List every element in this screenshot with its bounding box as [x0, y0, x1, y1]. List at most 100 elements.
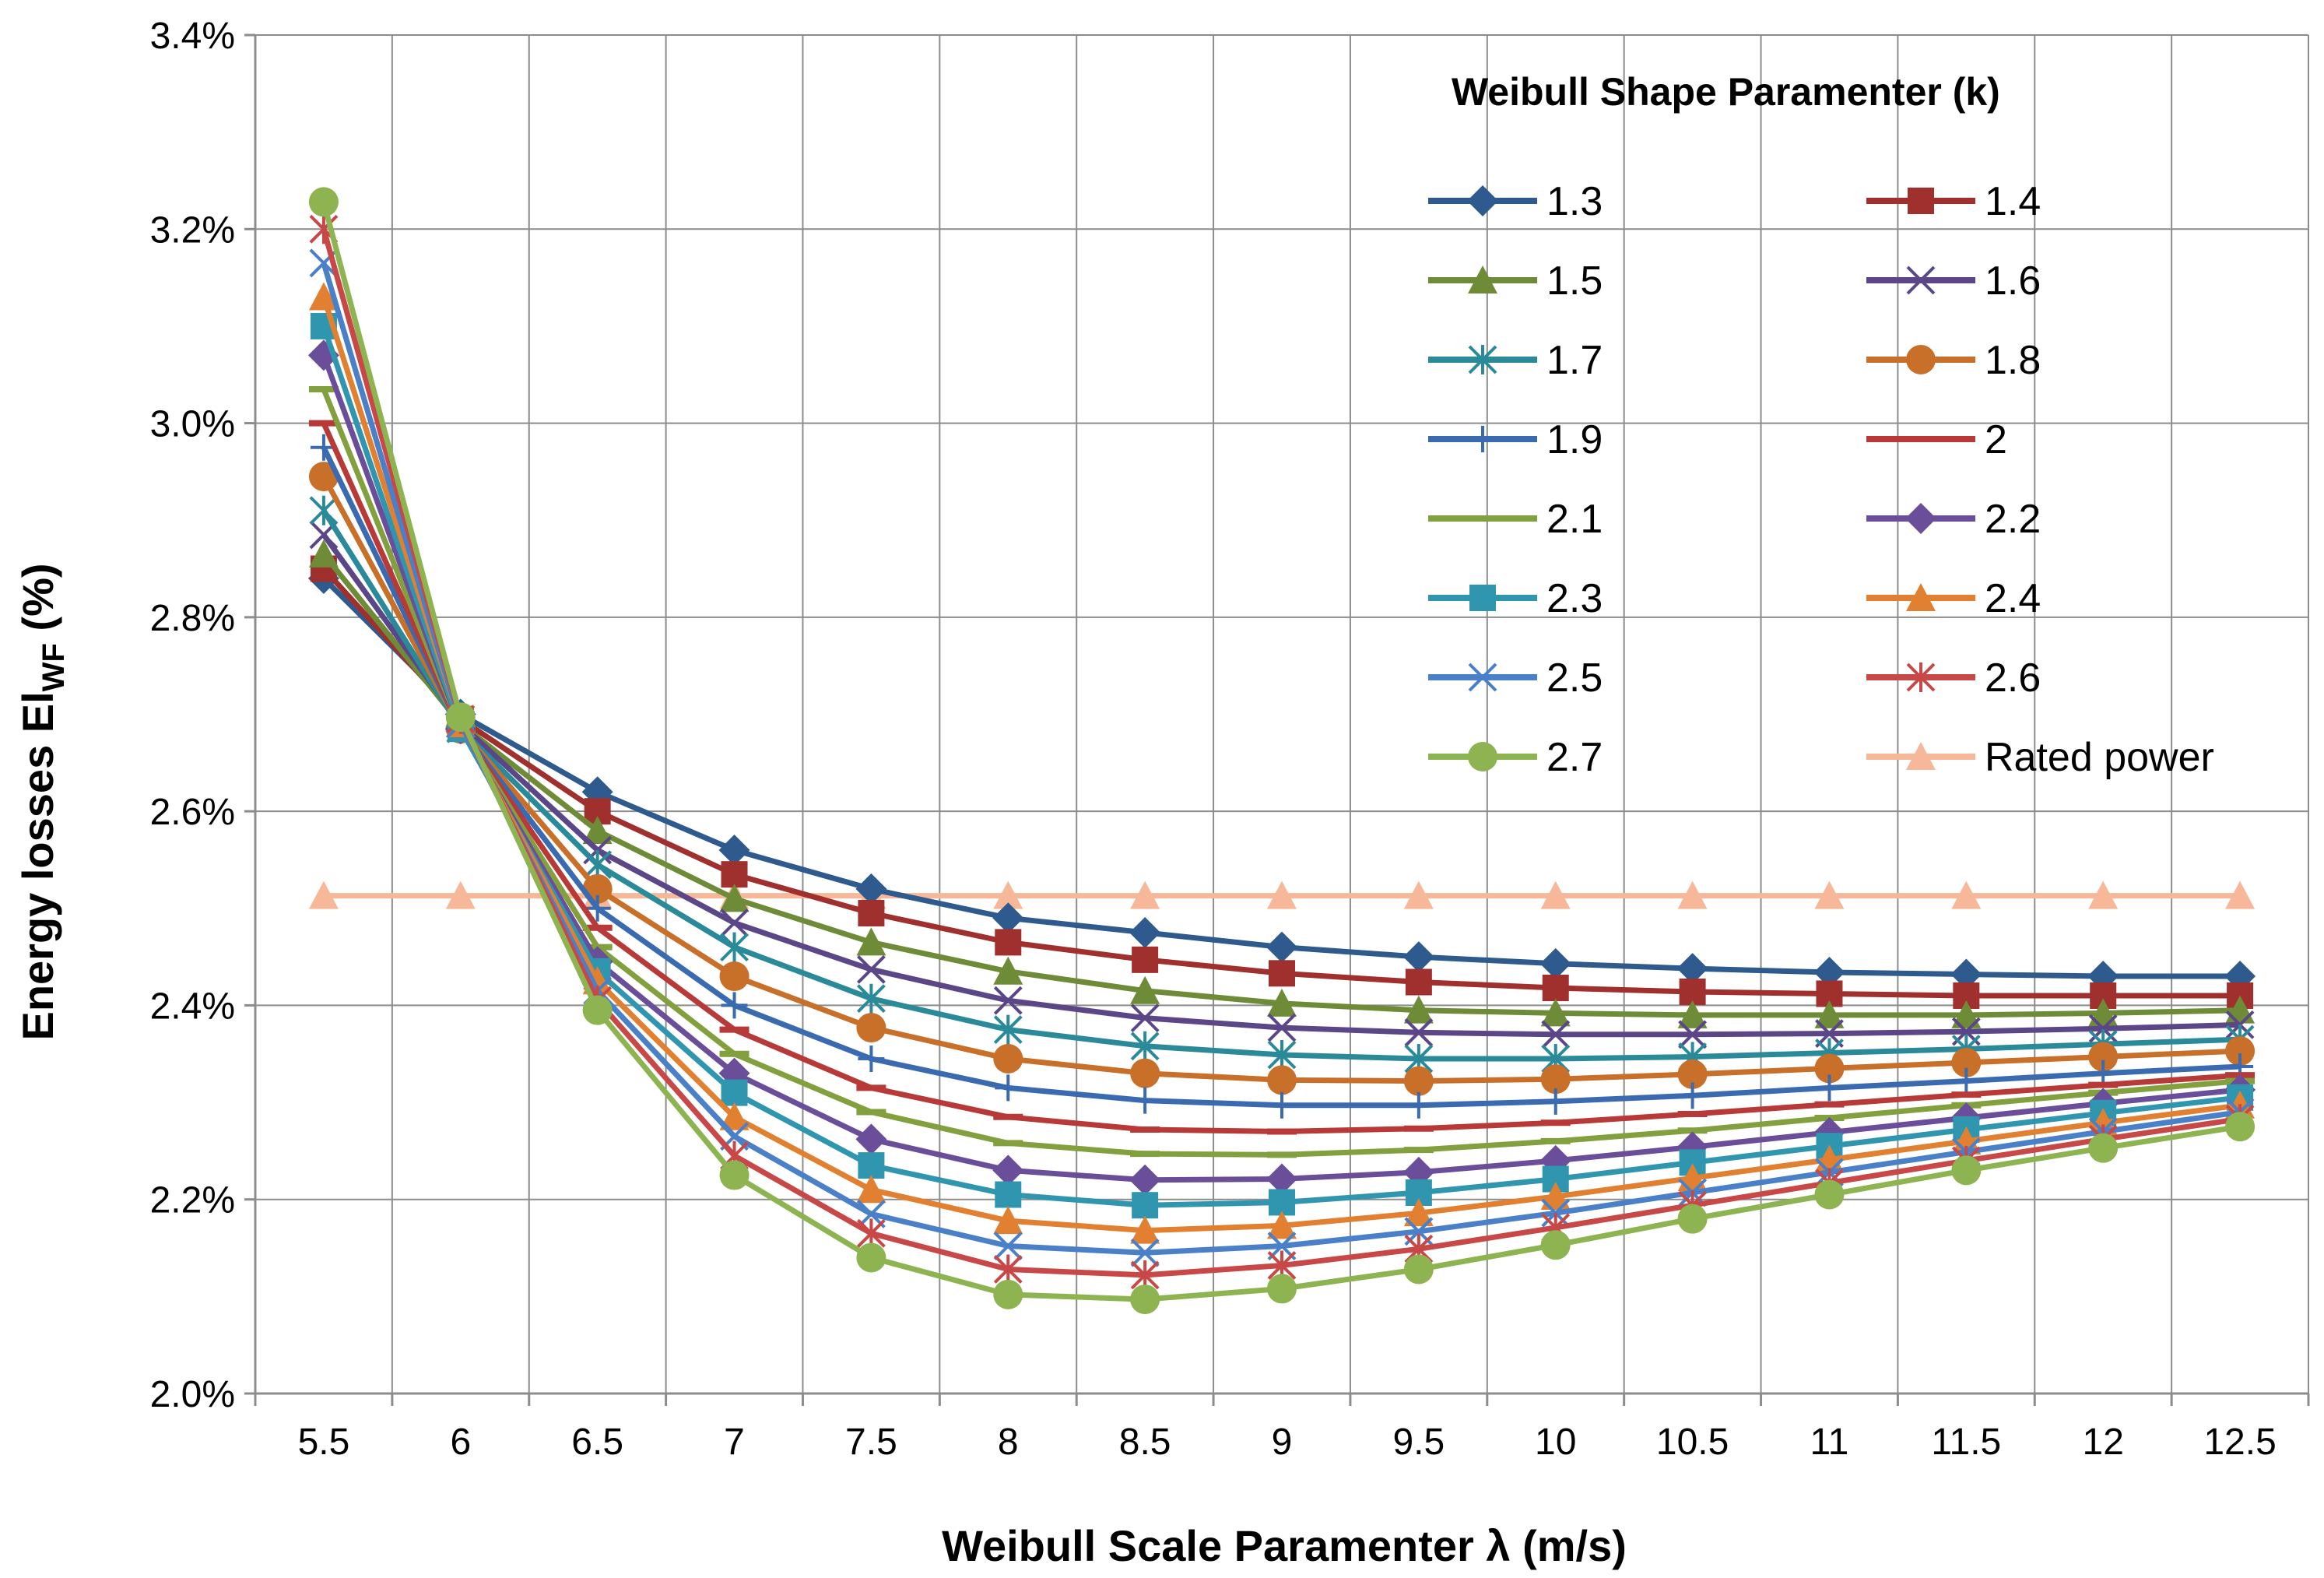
data-point	[993, 880, 1023, 909]
y-tick-label: 2.6%	[150, 792, 235, 833]
data-point	[1266, 931, 1297, 963]
data-point	[1267, 1274, 1297, 1304]
legend-swatch-marker	[1906, 662, 1936, 692]
data-point	[992, 902, 1024, 934]
data-point	[995, 929, 1022, 956]
x-tick-label: 9.5	[1392, 1422, 1445, 1463]
x-tick-label: 10	[1535, 1422, 1576, 1463]
data-point	[856, 1242, 886, 1273]
data-point	[993, 1232, 1023, 1260]
series-layer	[307, 187, 2256, 1315]
data-point	[1679, 1082, 1706, 1109]
legend-swatch-marker	[1468, 265, 1497, 293]
data-point	[1130, 1238, 1160, 1267]
data-point	[2225, 1036, 2256, 1067]
data-point	[1132, 946, 1159, 973]
data-point	[1129, 916, 1161, 948]
data-point	[1269, 960, 1295, 987]
legend-item: 1.4	[1866, 179, 2041, 224]
data-point	[1677, 1000, 1708, 1028]
data-point	[445, 880, 476, 909]
data-point	[1677, 1059, 1708, 1089]
data-point	[719, 1102, 750, 1130]
legend-label: 2.4	[1985, 576, 2041, 621]
data-point	[1267, 1013, 1297, 1042]
legend-swatch-marker	[1468, 345, 1497, 374]
data-point	[1132, 1087, 1159, 1114]
data-point	[856, 1013, 886, 1043]
data-point	[992, 1155, 1024, 1186]
data-point	[1542, 1088, 1569, 1115]
data-point	[2088, 880, 2119, 909]
data-point	[1540, 1181, 1571, 1210]
data-point	[584, 894, 611, 922]
data-point	[1130, 1285, 1160, 1315]
data-point	[855, 1123, 887, 1155]
data-point	[1950, 958, 1982, 990]
legend-label: 1.7	[1546, 338, 1603, 383]
y-tick-label: 2.4%	[150, 986, 235, 1027]
data-point	[308, 282, 339, 311]
data-point	[1403, 1198, 1434, 1227]
data-point	[721, 1079, 748, 1106]
data-point	[2088, 1133, 2119, 1163]
data-point	[2225, 1112, 2256, 1142]
x-tick-label: 9	[1272, 1422, 1293, 1463]
legend-label: 2	[1985, 417, 2007, 462]
data-point	[1132, 1192, 1159, 1219]
data-point	[1403, 1066, 1434, 1096]
y-axis-title: Energy losses ElWF (%)	[13, 563, 71, 1040]
data-point	[993, 1279, 1023, 1309]
data-point	[1540, 1064, 1571, 1095]
data-point	[1405, 1091, 1432, 1119]
data-point	[856, 1175, 886, 1204]
data-point	[858, 900, 885, 927]
x-tick-label: 12	[2083, 1422, 2124, 1463]
data-point	[1403, 995, 1434, 1024]
data-point	[445, 702, 476, 733]
data-point	[308, 462, 339, 492]
legend-label: 1.3	[1546, 179, 1603, 224]
data-point	[719, 884, 750, 912]
legend-item: 2.2	[1866, 497, 2041, 542]
data-point	[1953, 1067, 1980, 1095]
legend-swatch-marker	[1906, 742, 1936, 770]
data-point	[1951, 1155, 1982, 1186]
data-point	[308, 187, 339, 217]
series-1.8	[308, 462, 2256, 1096]
data-point	[856, 954, 886, 984]
data-point	[719, 1160, 750, 1190]
series-2	[308, 420, 2256, 1135]
axes	[244, 33, 2310, 1406]
legend-label: 1.5	[1546, 258, 1603, 304]
data-point	[1403, 1254, 1434, 1285]
legend-item: 2	[1866, 417, 2007, 462]
data-point	[1267, 988, 1297, 1017]
data-point	[855, 873, 887, 905]
data-point	[1540, 880, 1571, 909]
y-tick-label: 3.4%	[150, 16, 235, 57]
legend-swatch-marker	[1906, 583, 1936, 611]
legend-label: 2.5	[1546, 655, 1603, 701]
data-point	[1130, 1058, 1160, 1088]
legend-swatch-marker	[1468, 662, 1497, 692]
x-tick-label: 8	[998, 1422, 1019, 1463]
data-point	[993, 986, 1023, 1015]
legend-item: 2.6	[1866, 655, 2041, 701]
legend-swatch-marker	[1469, 426, 1496, 452]
x-tick-label: 6.5	[571, 1422, 623, 1463]
y-axis-title-suffix: (%)	[13, 563, 62, 643]
data-point	[1813, 957, 1845, 989]
data-point	[1130, 1215, 1160, 1244]
series-1.4	[310, 555, 2254, 1009]
series-2.7	[308, 187, 2256, 1315]
x-tick-label: 11.5	[1931, 1422, 2001, 1463]
legend-item: 1.3	[1428, 179, 1603, 224]
data-point	[721, 861, 748, 888]
data-point	[308, 880, 339, 909]
y-tick-label: 3.0%	[150, 404, 235, 445]
data-point	[308, 539, 339, 568]
y-tick-label: 3.2%	[150, 209, 235, 251]
data-point	[1542, 974, 1569, 1001]
